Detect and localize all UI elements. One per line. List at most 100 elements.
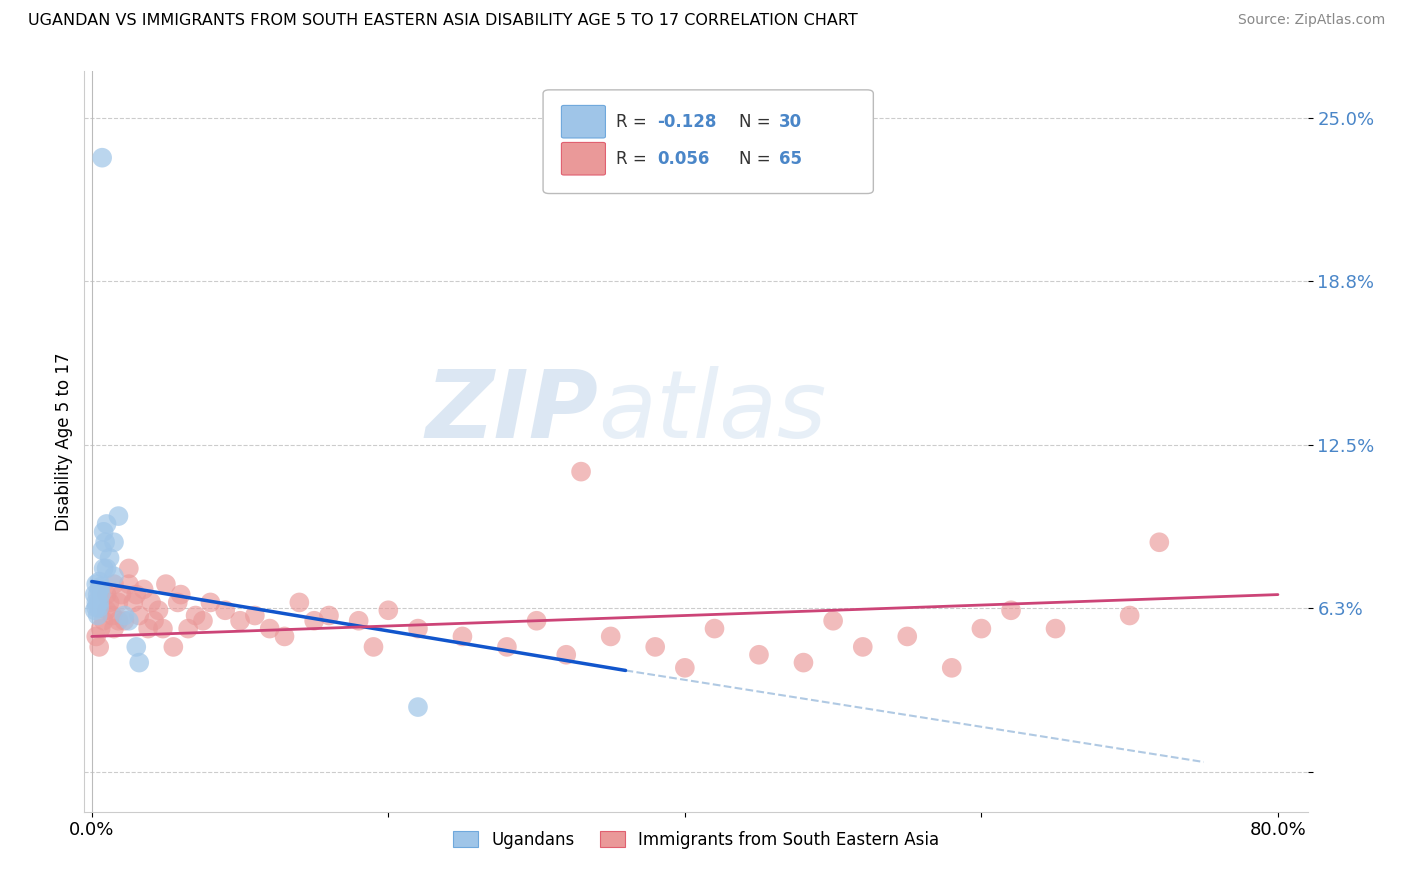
Point bbox=[110, 588, 132, 602]
Point bbox=[243, 608, 266, 623]
Y-axis label: Disability Age 5 to 17: Disability Age 5 to 17 bbox=[55, 352, 73, 531]
Point bbox=[90, 580, 112, 594]
Point bbox=[191, 614, 214, 628]
Point bbox=[1149, 535, 1171, 549]
Point bbox=[93, 524, 115, 539]
Point bbox=[852, 640, 875, 654]
Point bbox=[93, 561, 115, 575]
Point bbox=[118, 577, 141, 591]
Point bbox=[103, 622, 125, 636]
Point bbox=[122, 595, 145, 609]
Point bbox=[83, 588, 105, 602]
Text: -0.128: -0.128 bbox=[657, 112, 716, 131]
Point bbox=[941, 661, 963, 675]
Point bbox=[406, 622, 429, 636]
Text: ZIP: ZIP bbox=[425, 366, 598, 458]
Point bbox=[406, 700, 429, 714]
Point bbox=[94, 535, 117, 549]
Point bbox=[103, 577, 125, 591]
Point bbox=[136, 622, 159, 636]
Point bbox=[377, 603, 399, 617]
Point bbox=[112, 608, 135, 623]
Point bbox=[128, 608, 150, 623]
Point bbox=[107, 509, 129, 524]
Point bbox=[89, 640, 111, 654]
Point bbox=[748, 648, 770, 662]
Point bbox=[118, 614, 141, 628]
Point bbox=[673, 661, 696, 675]
Point bbox=[96, 516, 118, 531]
Point bbox=[89, 582, 111, 597]
Point bbox=[84, 629, 107, 643]
Point bbox=[347, 614, 370, 628]
Text: 30: 30 bbox=[779, 112, 803, 131]
Point bbox=[970, 622, 993, 636]
Point bbox=[1118, 608, 1140, 623]
Point bbox=[139, 595, 162, 609]
Point bbox=[86, 598, 108, 612]
Point bbox=[96, 588, 118, 602]
Point bbox=[155, 577, 177, 591]
Point bbox=[451, 629, 474, 643]
Point bbox=[273, 629, 295, 643]
Point bbox=[98, 551, 121, 566]
Point bbox=[526, 614, 548, 628]
Point bbox=[90, 588, 112, 602]
Point bbox=[125, 588, 148, 602]
Point bbox=[896, 629, 918, 643]
Legend: Ugandans, Immigrants from South Eastern Asia: Ugandans, Immigrants from South Eastern … bbox=[446, 824, 946, 855]
FancyBboxPatch shape bbox=[561, 105, 606, 138]
Point bbox=[599, 629, 621, 643]
Point bbox=[152, 622, 174, 636]
Text: atlas: atlas bbox=[598, 367, 827, 458]
Point bbox=[184, 608, 207, 623]
Point bbox=[96, 561, 118, 575]
Point bbox=[288, 595, 311, 609]
Point bbox=[318, 608, 340, 623]
Point bbox=[214, 603, 236, 617]
Point bbox=[170, 588, 193, 602]
FancyBboxPatch shape bbox=[561, 143, 606, 175]
FancyBboxPatch shape bbox=[543, 90, 873, 194]
Point bbox=[86, 588, 108, 602]
Point bbox=[703, 622, 725, 636]
Point bbox=[107, 614, 129, 628]
Point bbox=[132, 582, 155, 597]
Text: R =: R = bbox=[616, 112, 652, 131]
Text: UGANDAN VS IMMIGRANTS FROM SOUTH EASTERN ASIA DISABILITY AGE 5 TO 17 CORRELATION: UGANDAN VS IMMIGRANTS FROM SOUTH EASTERN… bbox=[28, 13, 858, 29]
Point bbox=[302, 614, 325, 628]
Point bbox=[148, 603, 170, 617]
Point bbox=[86, 608, 108, 623]
Point bbox=[644, 640, 666, 654]
Point bbox=[166, 595, 188, 609]
Point bbox=[84, 577, 107, 591]
Point bbox=[569, 465, 592, 479]
Text: Source: ZipAtlas.com: Source: ZipAtlas.com bbox=[1237, 13, 1385, 28]
Point bbox=[103, 569, 125, 583]
Point bbox=[84, 600, 107, 615]
Text: 0.056: 0.056 bbox=[657, 150, 709, 168]
Point bbox=[101, 608, 124, 623]
Point bbox=[112, 614, 135, 628]
Point bbox=[177, 622, 200, 636]
Point bbox=[103, 535, 125, 549]
Point bbox=[84, 595, 107, 609]
Point bbox=[1045, 622, 1067, 636]
Point bbox=[363, 640, 385, 654]
Point bbox=[91, 543, 114, 558]
Point bbox=[792, 656, 814, 670]
Point bbox=[823, 614, 845, 628]
Point bbox=[98, 595, 121, 609]
Point bbox=[1000, 603, 1022, 617]
Point bbox=[125, 640, 148, 654]
Point bbox=[89, 574, 111, 589]
Point bbox=[83, 603, 105, 617]
Point bbox=[89, 600, 111, 615]
Point bbox=[555, 648, 578, 662]
Point bbox=[143, 614, 166, 628]
Point bbox=[107, 595, 129, 609]
Text: N =: N = bbox=[738, 112, 776, 131]
Text: N =: N = bbox=[738, 150, 776, 168]
Point bbox=[90, 622, 112, 636]
Point bbox=[89, 595, 111, 609]
